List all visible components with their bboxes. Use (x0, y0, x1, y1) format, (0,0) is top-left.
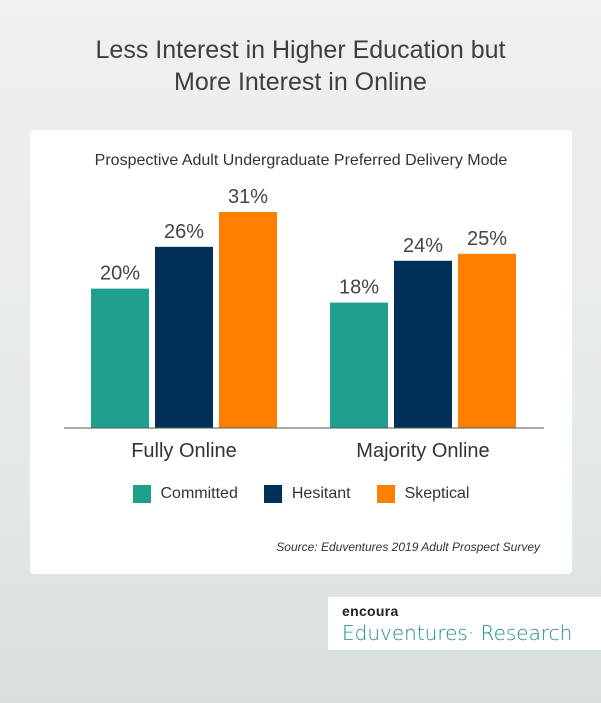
bar-skeptical-1 (458, 253, 516, 428)
legend-swatch-committed (132, 485, 151, 503)
legend-label-committed: Committed (160, 485, 238, 502)
legend-item-committed: Committed (132, 485, 238, 503)
legend-item-skeptical: Skeptical (376, 485, 470, 503)
data-label-committed-0: 20% (100, 263, 140, 285)
data-label-skeptical-0: 31% (228, 186, 268, 208)
data-label-committed-1: 18% (339, 277, 379, 299)
bar-hesitant-0 (155, 246, 213, 428)
data-label-hesitant-0: 26% (164, 221, 204, 243)
brand-eduventures: Eduventures· Research (342, 621, 573, 645)
brand-encoura: encoura (342, 603, 399, 619)
bar-committed-0 (91, 288, 149, 428)
chart-card: Prospective Adult Undergraduate Preferre… (30, 130, 572, 574)
data-label-hesitant-1: 24% (403, 235, 443, 257)
bar-skeptical-0 (219, 212, 277, 428)
legend-item-hesitant: Hesitant (263, 485, 351, 503)
title-line-2: More Interest in Online (174, 68, 427, 96)
brand-logo: encoura Eduventures· Research (328, 597, 601, 650)
category-label-1: Majority Online (356, 440, 489, 462)
bar-hesitant-1 (394, 260, 452, 428)
bar-committed-1 (330, 302, 388, 428)
bar-chart: 20% 26% 31% Fully Online 18% 24% 25% Majority O… (64, 186, 544, 462)
category-label-0: Fully Online (131, 440, 237, 462)
chart-title: Prospective Adult Undergraduate Preferre… (94, 152, 508, 169)
legend-swatch-hesitant (263, 485, 282, 503)
page-title: Less Interest in Higher Education but Mo… (0, 34, 601, 98)
title-line-1: Less Interest in Higher Education but (95, 36, 506, 64)
data-label-skeptical-1: 25% (467, 228, 507, 250)
source-note: Source: Eduventures 2019 Adult Prospect … (276, 540, 540, 554)
legend-label-hesitant: Hesitant (291, 485, 351, 502)
legend-label-skeptical: Skeptical (404, 485, 470, 502)
legend-swatch-skeptical (376, 485, 395, 503)
chart-legend: Committed Hesitant Skeptical (30, 485, 572, 503)
